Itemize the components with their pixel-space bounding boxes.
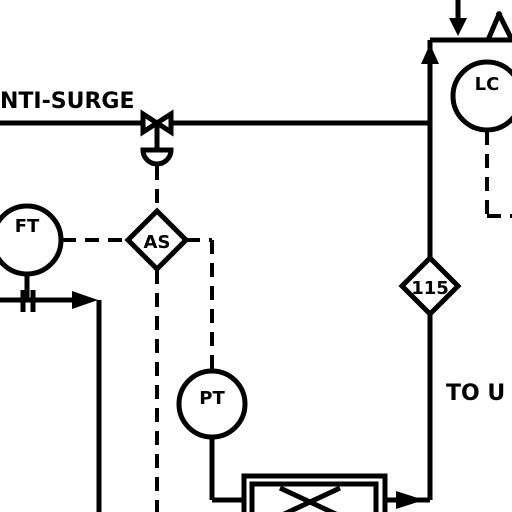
compressor-box [241,473,388,512]
valve-actuator [140,147,174,167]
tag-115-block: 115 [398,254,462,318]
flow-element-line [0,274,102,512]
right-process-line [421,37,512,500]
pt-instrument: PT [176,368,248,440]
signal-lc-down [485,131,512,218]
top-inlet-arrow [449,0,512,42]
lc-label: LC [475,74,500,95]
pt-label: PT [199,388,225,409]
ft-instrument: FT [0,203,64,277]
anti-surge-valve [140,109,174,167]
anti-surge-label: NTI-SURGE [0,89,134,114]
as-label: AS [144,232,171,253]
tag-115-label: 115 [411,278,449,299]
ft-label: FT [15,216,40,237]
as-function-block: AS [124,207,190,273]
to-u-label: TO U [446,381,505,406]
lc-instrument: LC [450,59,512,133]
compressor-outlet-arrow [385,491,430,509]
pt-process-connection [209,437,244,503]
